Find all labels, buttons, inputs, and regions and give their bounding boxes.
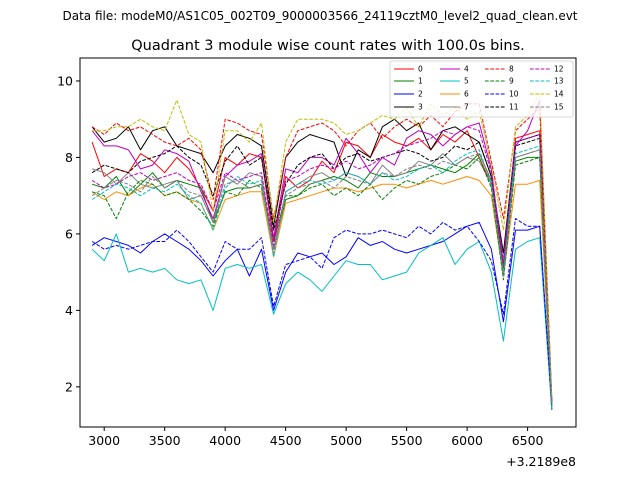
x-tick-label: 4500	[270, 433, 302, 448]
series-line-0	[91, 130, 553, 410]
series-line-9	[91, 156, 553, 407]
legend-label-12: 12	[554, 65, 564, 74]
y-tick-label: 4	[65, 303, 73, 318]
series-line-3	[91, 118, 553, 403]
y-axis: 2 4 6 8 10	[57, 73, 80, 394]
series-line-2	[91, 221, 553, 410]
legend-label-1: 1	[418, 77, 423, 86]
y-tick-label: 2	[65, 379, 73, 394]
legend-label-6: 6	[464, 90, 469, 99]
x-tick-label: 6500	[512, 433, 544, 448]
legend-label-0: 0	[418, 65, 423, 74]
legend-label-2: 2	[418, 90, 423, 99]
x-offset-label: +3.2189e8	[506, 454, 576, 469]
x-tick-label: 5500	[391, 433, 423, 448]
chart-title: Quadrant 3 module wise count rates with …	[131, 38, 525, 54]
x-tick-label: 6000	[451, 433, 483, 448]
y-tick-label: 8	[65, 150, 73, 165]
plot-area	[91, 91, 553, 410]
legend-label-3: 3	[418, 103, 423, 112]
x-tick-label: 5000	[330, 433, 362, 448]
legend-label-5: 5	[464, 77, 469, 86]
axes-frame	[79, 57, 577, 428]
legend-frame	[389, 60, 574, 118]
series-line-15	[91, 149, 553, 403]
x-tick-label: 3500	[149, 433, 181, 448]
legend-label-4: 4	[464, 65, 469, 74]
series-line-5	[91, 233, 553, 410]
legend-label-7: 7	[464, 103, 469, 112]
series-line-12	[91, 126, 553, 403]
x-tick-label: 4000	[209, 433, 241, 448]
legend-label-8: 8	[509, 65, 514, 74]
legend-label-9: 9	[509, 77, 514, 86]
legend-label-10: 10	[509, 90, 519, 99]
series-line-13	[91, 145, 553, 407]
series-line-10	[91, 218, 553, 407]
y-tick-label: 6	[65, 226, 73, 241]
legend-label-13: 13	[554, 77, 564, 86]
series-line-11	[91, 137, 553, 403]
x-axis: 3000 3500 4000 4500 5000 5500 6000 6500	[88, 427, 544, 448]
legend-label-11: 11	[509, 103, 519, 112]
series-line-7	[91, 149, 553, 403]
chart-suptitle: Data file: modeM0/AS1C05_002T09_90000035…	[62, 9, 577, 23]
x-tick-label: 3000	[88, 433, 120, 448]
legend-label-15: 15	[554, 103, 564, 112]
legend-label-14: 14	[554, 90, 564, 99]
y-tick-label: 10	[57, 73, 73, 88]
